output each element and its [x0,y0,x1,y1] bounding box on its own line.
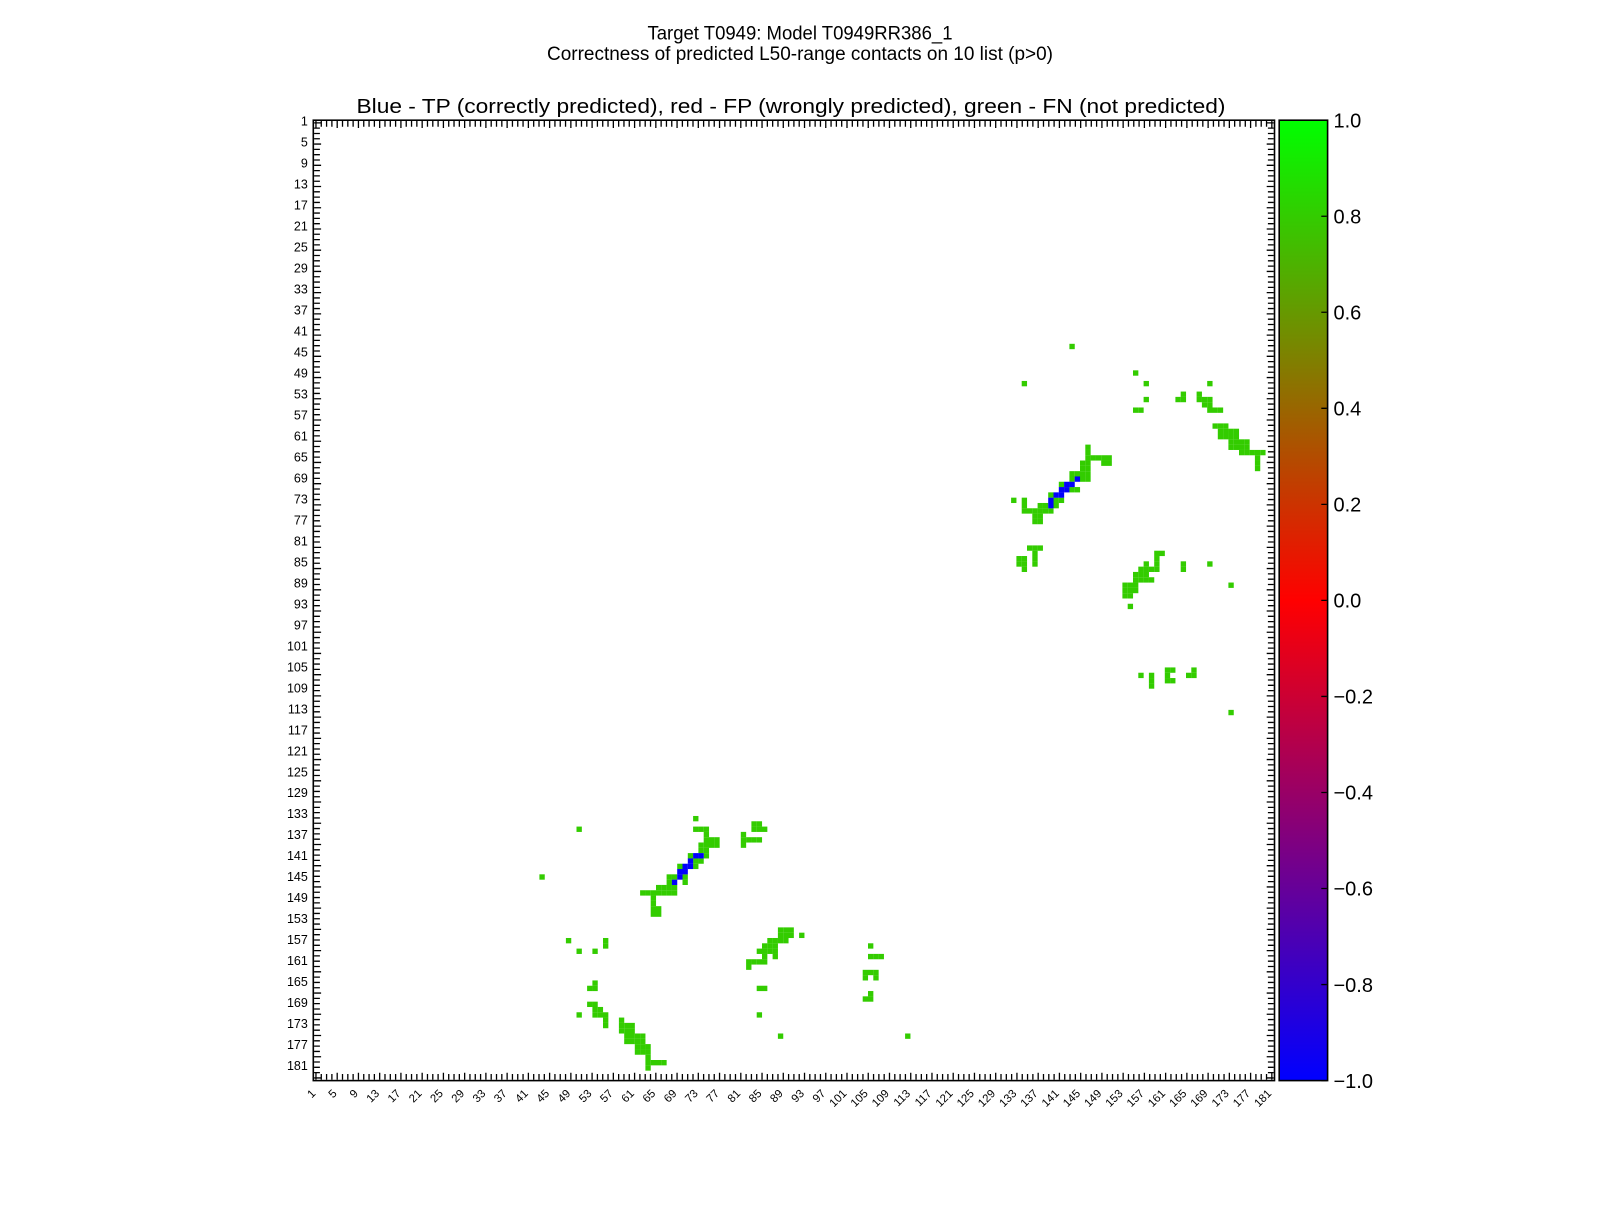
svg-text:17: 17 [294,199,308,213]
svg-text:177: 177 [287,1038,308,1052]
svg-text:93: 93 [294,597,308,611]
svg-text:173: 173 [287,1017,308,1031]
svg-text:153: 153 [287,912,308,926]
svg-text:77: 77 [294,513,308,527]
svg-text:69: 69 [294,471,308,485]
svg-text:105: 105 [287,660,308,674]
svg-text:149: 149 [287,891,308,905]
svg-text:13: 13 [294,178,308,192]
svg-text:89: 89 [294,576,308,590]
svg-text:Correctness of predicted L50-r: Correctness of predicted L50-range conta… [547,44,1053,65]
svg-text:0.2: 0.2 [1334,495,1362,517]
svg-text:113: 113 [288,702,308,716]
svg-text:53: 53 [294,388,308,402]
svg-text:Target T0949: Model T0949RR386: Target T0949: Model T0949RR386_1 [648,24,953,45]
svg-text:181: 181 [287,1059,308,1073]
svg-text:0.0: 0.0 [1334,591,1362,613]
svg-text:133: 133 [287,807,308,821]
svg-text:33: 33 [294,283,308,297]
svg-text:37: 37 [294,304,308,318]
svg-text:5: 5 [301,136,308,150]
svg-text:61: 61 [294,429,308,443]
svg-text:Blue - TP (correctly predicted: Blue - TP (correctly predicted), red - F… [357,96,1226,118]
svg-text:161: 161 [287,954,308,968]
svg-text:81: 81 [294,534,308,548]
svg-text:41: 41 [294,325,308,339]
svg-text:169: 169 [287,996,308,1010]
svg-text:165: 165 [287,975,308,989]
svg-text:1: 1 [301,115,308,129]
svg-text:9: 9 [301,157,308,171]
svg-text:49: 49 [294,367,308,381]
svg-text:97: 97 [294,618,308,632]
svg-text:141: 141 [287,849,308,863]
svg-text:25: 25 [294,241,308,255]
svg-text:1.0: 1.0 [1334,110,1362,132]
svg-text:117: 117 [288,723,308,737]
svg-text:−0.4: −0.4 [1334,783,1373,805]
svg-text:101: 101 [287,639,308,653]
svg-text:85: 85 [294,555,308,569]
svg-text:0.4: 0.4 [1334,399,1362,421]
svg-text:−1.0: −1.0 [1334,1071,1373,1093]
svg-text:−0.6: −0.6 [1334,879,1373,901]
svg-text:129: 129 [287,786,308,800]
svg-text:65: 65 [294,450,308,464]
svg-text:125: 125 [287,765,308,779]
svg-text:137: 137 [287,828,308,842]
svg-text:109: 109 [287,681,308,695]
svg-text:29: 29 [294,262,308,276]
svg-text:145: 145 [287,870,308,884]
svg-text:0.6: 0.6 [1334,302,1362,324]
svg-text:45: 45 [294,346,308,360]
svg-text:121: 121 [287,744,308,758]
svg-text:0.8: 0.8 [1334,206,1362,228]
svg-text:−0.8: −0.8 [1334,975,1373,997]
svg-text:73: 73 [294,492,308,506]
svg-text:21: 21 [294,220,308,234]
svg-text:57: 57 [294,409,308,423]
svg-text:157: 157 [287,933,308,947]
svg-text:−0.2: −0.2 [1334,687,1373,709]
